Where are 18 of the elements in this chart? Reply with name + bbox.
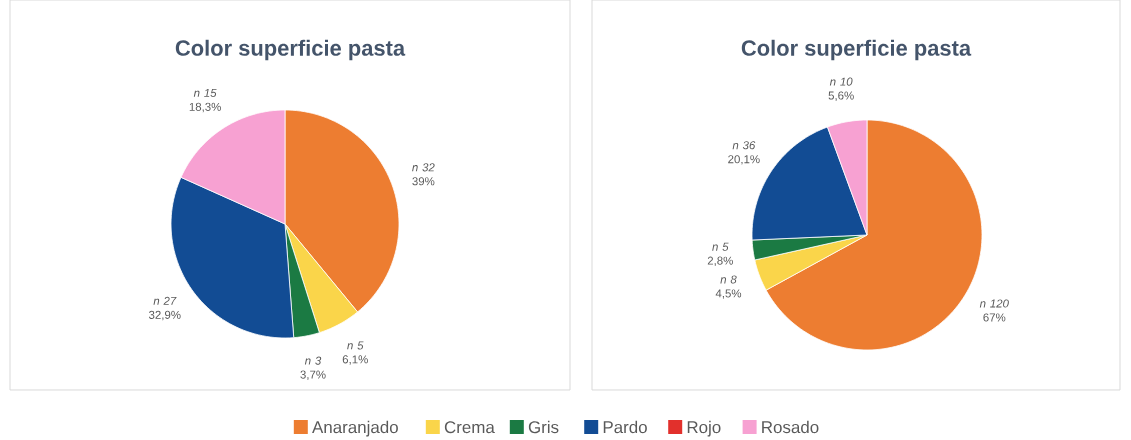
legend-label: Crema — [444, 421, 495, 434]
data-label: n 5 2,8% — [707, 242, 733, 267]
data-label: n 5 6,1% — [342, 341, 368, 365]
data-label: n 10 5,6% — [828, 77, 854, 101]
legend-label: Gris — [528, 420, 559, 434]
data-label: n 8 4,5% — [715, 275, 742, 299]
legend-label: Anaranjado — [312, 420, 398, 437]
data-label: n 120 67% — [979, 299, 1009, 322]
chart-title: Color superficie pasta — [741, 39, 972, 61]
legend-label: Rojo — [687, 420, 721, 437]
data-label: n 15 18,3% — [189, 88, 221, 113]
data-label: n 36 20,1% — [728, 141, 760, 165]
data-label: n 27 32,9% — [148, 296, 181, 321]
legend-label: Pardo — [603, 420, 647, 434]
legend-label: Rosado — [762, 420, 819, 434]
chart-title: Color superficie pasta — [175, 39, 406, 61]
data-label: n 3 3,7% — [300, 356, 326, 381]
data-label: n 32 39% — [412, 163, 435, 186]
